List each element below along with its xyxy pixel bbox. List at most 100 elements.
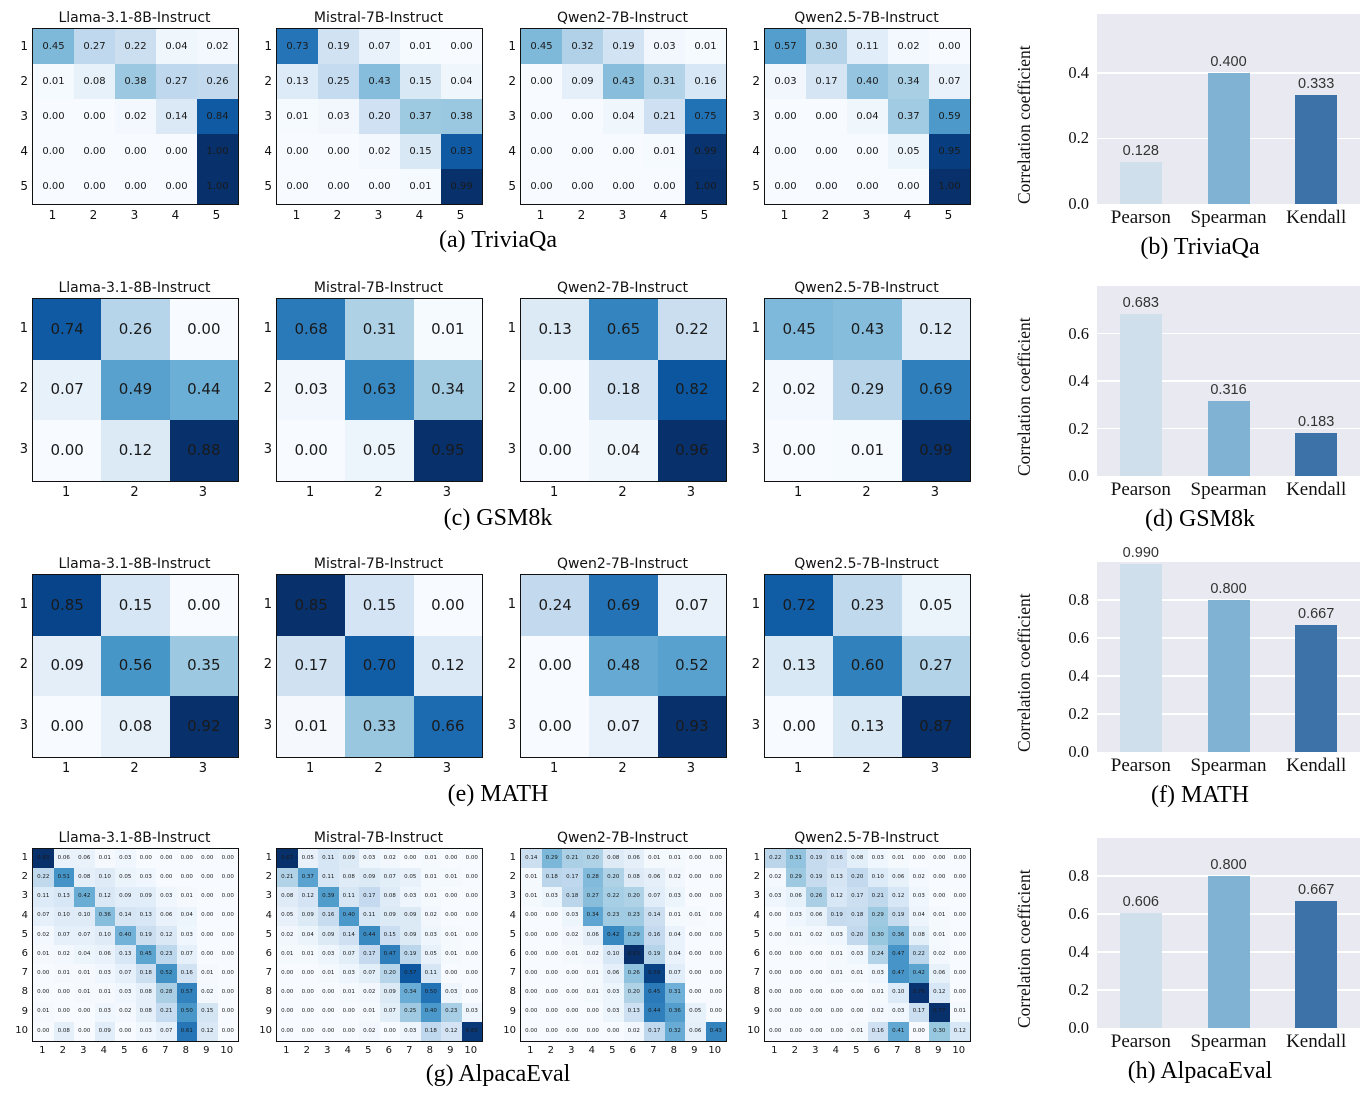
y-tick-label: 4 xyxy=(265,909,272,921)
heatmap-cell: 0.63 xyxy=(345,359,414,421)
heatmap-cell: 0.16 xyxy=(867,1021,888,1041)
bar-kendall xyxy=(1295,432,1338,476)
heatmap-cell: 0.07 xyxy=(644,887,665,907)
heatmap-cell: 0.12 xyxy=(826,887,847,907)
heatmap-cell: 0.06 xyxy=(53,849,74,869)
x-tick-label: 2 xyxy=(791,1045,798,1056)
heatmap-cell: 0.00 xyxy=(521,359,590,421)
heatmap-cell: 0.00 xyxy=(521,696,590,757)
heatmap-cell: 0.00 xyxy=(277,134,318,169)
x-tick-label: 1 xyxy=(794,761,803,776)
heatmap-cell: 0.03 xyxy=(765,64,806,99)
heatmap-cell: 0.87 xyxy=(901,696,970,757)
heatmap-cell: 0.00 xyxy=(765,1021,786,1041)
heatmap-cell: 0.00 xyxy=(197,925,218,945)
heatmap-cell: 0.50 xyxy=(420,983,441,1003)
heatmap-cell: 0.29 xyxy=(833,359,902,421)
x-tick-label: 5 xyxy=(609,1045,616,1056)
heatmap-cell: 0.00 xyxy=(156,849,177,869)
heatmap-cell: 0.00 xyxy=(562,169,603,204)
heatmap-cell: 1.00 xyxy=(929,169,970,204)
heatmap-cell: 0.95 xyxy=(413,420,482,481)
heatmap-title: Qwen2-7B-Instruct xyxy=(556,10,689,26)
heatmap-cell: 0.00 xyxy=(521,169,562,204)
heatmap-cell: 0.05 xyxy=(345,420,414,481)
heatmap-x-axis: 1 2 3 xyxy=(32,758,237,776)
heatmap-cell: 0.11 xyxy=(420,964,441,984)
heatmap-cell: 0.00 xyxy=(847,1002,868,1022)
heatmap-cell: 0.10 xyxy=(867,868,888,888)
heatmap-cell: 0.15 xyxy=(197,1002,218,1022)
y-tick-label: 4 xyxy=(508,143,516,158)
heatmap-cell: 0.00 xyxy=(33,420,102,481)
heatmap-cell: 0.99 xyxy=(441,169,482,204)
heatmap-cell: 0.00 xyxy=(521,1021,542,1041)
heatmap-grid: 0.83 0.06 0.06 0.01 0.03 0.00 0.00 0.00 0.00 0.00… xyxy=(32,848,239,1042)
heatmap-cell: 0.00 xyxy=(441,887,462,907)
heatmap-cell: 0.00 xyxy=(359,169,400,204)
heatmap-cell: 0.03 xyxy=(135,1021,156,1041)
x-tick-label: 2 xyxy=(374,485,383,500)
x-tick-label: 3 xyxy=(686,485,695,500)
y-tick-label: 2 xyxy=(752,73,760,88)
heatmap-body: 1 2 3 0.72 0.23 0.05 0.13 0.60 0.27 0.00 0.13 0.87 xyxy=(742,574,986,758)
x-tick-label: 3 xyxy=(862,208,871,222)
x-tick-label: 1 xyxy=(39,1045,46,1056)
heatmap-cell: 0.00 xyxy=(176,849,197,869)
heatmap-cell: 0.20 xyxy=(359,99,400,134)
heatmap-cell: 0.05 xyxy=(400,868,421,888)
subfigure-caption: (h) AlpacaEval xyxy=(1127,1058,1273,1084)
heatmap-cell: 0.59 xyxy=(929,99,970,134)
heatmap-cell: 0.01 xyxy=(644,849,665,869)
heatmap-cell: 0.06 xyxy=(785,887,806,907)
bar-pearson xyxy=(1119,313,1162,476)
bar-value-label: 0.667 xyxy=(1298,882,1335,899)
x-tick-label: 10 xyxy=(952,1045,966,1056)
heatmap-row-e: Llama-3.1-8B-Instruct 1 2 3 0.85 0.15 0.00 0.09… xyxy=(0,548,1000,824)
heatmap-cell: 0.00 xyxy=(521,134,562,169)
heatmap-cell: 0.34 xyxy=(400,983,421,1003)
heatmap-cell: 0.11 xyxy=(338,887,359,907)
heatmap-cell: 0.00 xyxy=(806,169,847,204)
heatmap-cell: 0.00 xyxy=(705,964,726,984)
heatmap-cell: 0.51 xyxy=(53,868,74,888)
y-tick-label: 3 xyxy=(508,108,516,123)
heatmap-cell: 0.02 xyxy=(359,1021,380,1041)
heatmap-cell: 0.75 xyxy=(685,99,726,134)
heatmap-cell: 0.00 xyxy=(949,849,970,869)
heatmap-cell: 0.00 xyxy=(705,925,726,945)
heatmap-cell: 0.49 xyxy=(101,359,170,421)
heatmap-cell: 0.00 xyxy=(826,1021,847,1041)
heatmap-cell: 0.15 xyxy=(345,575,414,636)
heatmap-cell: 0.65 xyxy=(461,1021,482,1041)
y-tick-label: 3 xyxy=(751,442,760,458)
heatmap-cell: 0.02 xyxy=(623,1021,644,1041)
heatmap-cell: 0.10 xyxy=(94,925,115,945)
y-tick-label: 8 xyxy=(753,986,760,998)
heatmap-cell: 0.00 xyxy=(318,1002,339,1022)
figure-row: Llama-3.1-8B-Instruct 1 2 3 4 5 0.45 0.27 0.22 0.… xyxy=(0,0,1371,272)
heatmap-cell: 0.01 xyxy=(176,887,197,907)
heatmap-cell: 0.82 xyxy=(657,359,726,421)
heatmap-cell: 0.00 xyxy=(888,169,929,204)
heatmap-title: Qwen2.5-7B-Instruct xyxy=(794,830,939,846)
heatmap-cell: 0.01 xyxy=(888,849,909,869)
y-tick-label: 2 xyxy=(507,657,516,673)
heatmap-cell: 0.07 xyxy=(664,964,685,984)
heatmap-cell: 0.19 xyxy=(400,945,421,965)
x-tick-label: 4 xyxy=(659,208,668,222)
heatmap-cell: 0.00 xyxy=(318,1021,339,1041)
heatmap-cell: 1.00 xyxy=(197,169,238,204)
x-category-label: Kendall xyxy=(1286,207,1347,228)
y-tick-label: 3 xyxy=(753,890,760,902)
heatmap-y-axis: 1 2 3 4 5 xyxy=(742,28,764,203)
x-tick-label: 1 xyxy=(62,761,71,776)
heatmap-title: Qwen2-7B-Instruct xyxy=(556,556,689,572)
y-tick-label: 2 xyxy=(20,73,28,88)
heatmap-cell: 0.00 xyxy=(685,983,706,1003)
bar-value-label: 0.800 xyxy=(1210,857,1247,873)
y-tick-label: 3 xyxy=(19,442,28,458)
heatmap-cell: 0.03 xyxy=(135,868,156,888)
heatmap-cell: 0.47 xyxy=(379,945,400,965)
heatmap-cell: 0.01 xyxy=(53,964,74,984)
